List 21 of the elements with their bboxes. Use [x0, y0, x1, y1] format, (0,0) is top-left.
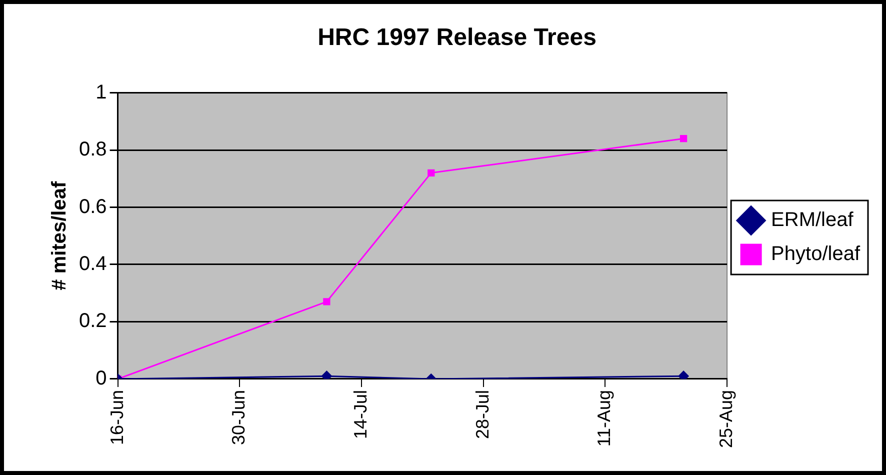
- x-tick-label: 25-Aug: [716, 390, 736, 448]
- y-tick-label: 0.4: [78, 253, 107, 276]
- point: [680, 135, 688, 142]
- x-tick-label: 14-Jul: [350, 390, 370, 439]
- legend-label: ERM/leaf: [771, 209, 854, 232]
- y-tick-label: 1: [96, 81, 107, 104]
- point: [321, 370, 332, 379]
- x-tick-label: 11-Aug: [594, 390, 614, 447]
- point: [678, 370, 689, 379]
- x-tick-label: 30-Jun: [228, 390, 249, 446]
- x-tick-label: 16-Jun: [106, 390, 127, 446]
- y-tick-label: 0: [96, 367, 107, 390]
- y-tick-label: 0.8: [78, 138, 107, 161]
- x-tick-label: 28-Jul: [472, 390, 492, 439]
- point: [323, 298, 330, 306]
- chart-title: HRC 1997 Release Trees: [318, 24, 596, 52]
- y-tick-label: 0.6: [78, 196, 107, 218]
- y-tick-label: 0.2: [78, 310, 107, 332]
- y-axis-title: # mites/leaf: [48, 181, 71, 290]
- point: [428, 169, 435, 177]
- legend-label: Phyto/leaf: [771, 243, 860, 266]
